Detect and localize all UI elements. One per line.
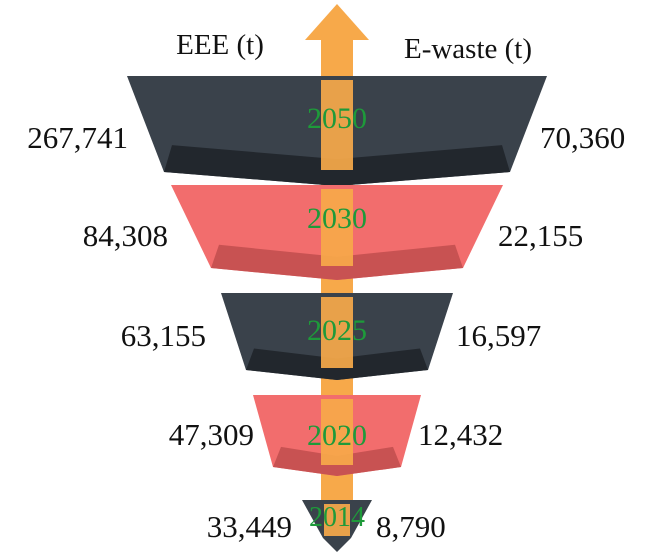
funnel-tier-2025: 2025 63,155 16,597 (121, 293, 541, 380)
arrow-shaft-inner (324, 504, 350, 536)
eee-header-label: EEE (t) (176, 29, 264, 61)
arrow-shaft-inner (321, 399, 353, 465)
tier-ewaste-value: 70,360 (540, 120, 625, 155)
tier-year-label: 2030 (307, 202, 367, 235)
funnel-tier-2050: 2050 267,741 70,360 (27, 76, 625, 186)
tier-ewaste-value: 22,155 (498, 218, 583, 253)
arrow-head (305, 4, 369, 40)
arrow-shaft-inner (321, 80, 353, 170)
funnel-tier-2020: 2020 47,309 12,432 (169, 395, 503, 476)
tier-year-label: 2020 (307, 419, 367, 452)
funnel-tier-2030: 2030 84,308 22,155 (83, 185, 583, 280)
arrow-shaft-inner (321, 297, 353, 368)
arrow-shaft-inner (321, 189, 353, 266)
tier-year-label: 2050 (307, 102, 367, 135)
ewaste-header-label: E-waste (t) (404, 33, 532, 65)
tier-ewaste-value: 16,597 (456, 318, 541, 353)
funnel-tiers: 2050 267,741 70,360 2030 84,308 22,155 2025 63,… (27, 76, 625, 552)
tier-eee-value: 84,308 (83, 218, 168, 253)
tier-eee-value: 47,309 (169, 417, 254, 452)
tier-ewaste-value: 8,790 (376, 509, 446, 544)
tier-ewaste-value: 12,432 (418, 417, 503, 452)
tier-eee-value: 267,741 (27, 120, 128, 155)
tier-eee-value: 63,155 (121, 318, 206, 353)
tier-year-label: 2025 (307, 314, 367, 347)
tier-year-label: 2014 (309, 502, 365, 533)
tier-eee-value: 33,449 (207, 509, 292, 544)
funnel-tier-2014: 2014 33,449 8,790 (207, 500, 446, 552)
